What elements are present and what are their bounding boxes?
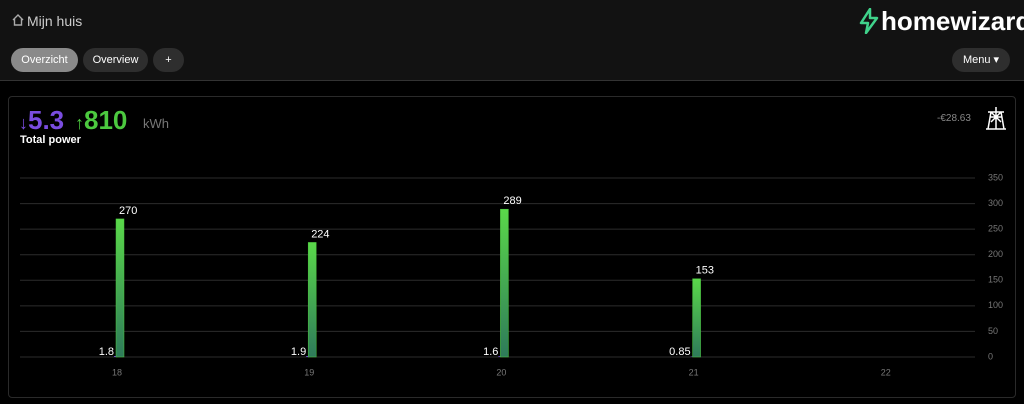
x-tick-label: 19 — [304, 367, 314, 377]
menu-label: Menu — [962, 54, 991, 66]
export-bar — [115, 218, 125, 358]
x-tick-label: 20 — [496, 367, 506, 377]
y-tick-label: 0 — [988, 351, 993, 361]
tab[interactable]: + — [153, 48, 184, 72]
import-label: 1.6 — [483, 346, 498, 358]
import-bar — [498, 356, 502, 357]
logo: homewizard — [881, 6, 1024, 36]
export-label: 289 — [503, 195, 521, 207]
y-tick-label: 300 — [988, 198, 1003, 208]
export-total: ↑810 — [75, 105, 128, 135]
logo-icon — [859, 8, 879, 34]
export-label: 270 — [119, 205, 137, 217]
import-label: 1.9 — [291, 346, 306, 358]
card-label: Total power — [20, 134, 81, 146]
y-tick-label: 100 — [988, 300, 1003, 310]
import-label: 0.85 — [669, 346, 690, 358]
export-bar — [500, 208, 509, 358]
header: Mijn huis homewizard Overzicht Overview … — [0, 0, 1024, 81]
import-bar — [114, 356, 117, 357]
y-tick-label: 50 — [988, 326, 998, 336]
y-tick-label: 250 — [988, 224, 1003, 234]
import-bar — [306, 356, 310, 357]
grid-icon — [986, 107, 1006, 130]
import-total: ↓5.3 — [19, 105, 65, 135]
y-tick-label: 200 — [988, 249, 1003, 259]
export-bar — [307, 242, 317, 358]
export-value: 810 — [84, 105, 128, 135]
export-label: 224 — [311, 228, 329, 240]
y-tick-label: 150 — [988, 275, 1003, 285]
x-tick-label: 21 — [689, 367, 699, 377]
import-value: 5.3 — [28, 105, 65, 135]
export-label: 153 — [696, 265, 714, 277]
export-bar — [692, 278, 701, 358]
unit: kWh — [143, 116, 169, 131]
import-label: 1.8 — [99, 346, 114, 358]
cost: -€28.63 — [937, 113, 971, 124]
tab[interactable]: Overview — [83, 48, 148, 72]
tab[interactable]: Overzicht — [11, 48, 78, 72]
x-tick-label: 18 — [112, 367, 122, 377]
page-title: Mijn huis — [27, 13, 83, 29]
menu-button[interactable]: Menu ▾ — [952, 48, 1010, 72]
y-tick-label: 350 — [988, 172, 1003, 182]
home-icon — [12, 14, 24, 26]
power-card: ↓5.3 ↑810 kWh Total power -€28.63 — [8, 96, 1016, 398]
x-tick-label: 22 — [881, 367, 891, 377]
